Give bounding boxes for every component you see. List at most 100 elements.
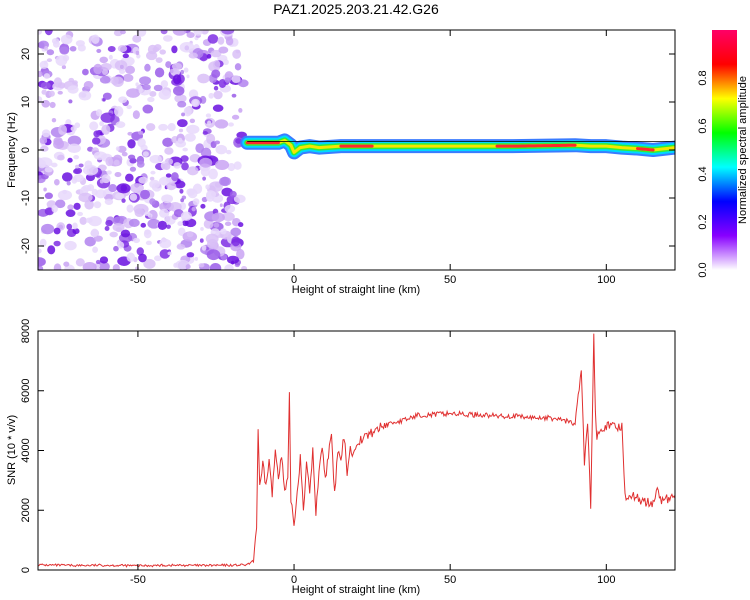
noise-blob <box>212 104 224 112</box>
noise-blob <box>61 65 67 70</box>
noise-blob <box>219 203 223 208</box>
noise-blob <box>132 110 140 120</box>
noise-blob <box>41 223 55 235</box>
noise-blob <box>165 61 172 69</box>
noise-blob <box>203 219 214 229</box>
noise-blob <box>184 133 196 142</box>
noise-blob <box>105 156 114 167</box>
noise-blob <box>104 226 110 231</box>
noise-blob <box>115 192 125 200</box>
noise-blob <box>54 178 60 186</box>
noise-blob <box>44 46 49 51</box>
noise-blob <box>53 136 63 146</box>
noise-blob <box>128 218 140 227</box>
noise-blob <box>158 89 172 100</box>
noise-blob <box>43 73 51 80</box>
noise-blob <box>171 172 179 182</box>
noise-blob <box>212 59 221 69</box>
noise-blob <box>102 92 112 100</box>
noise-blob <box>201 245 207 251</box>
noise-blob <box>149 176 155 181</box>
noise-blob <box>221 30 235 35</box>
noise-blob <box>136 160 145 168</box>
noise-blob <box>78 192 93 203</box>
noise-blob <box>100 112 115 123</box>
noise-blob <box>219 176 232 187</box>
noise-blob <box>176 119 188 128</box>
noise-blob <box>179 188 184 194</box>
noise-blob <box>39 60 49 69</box>
noise-blob <box>158 208 170 218</box>
noise-blob <box>228 122 234 127</box>
noise-blob <box>231 93 237 98</box>
noise-blob <box>126 204 134 213</box>
noise-blob <box>217 36 225 45</box>
noise-blob <box>55 199 66 209</box>
noise-blob <box>200 203 206 209</box>
noise-blob <box>202 131 208 135</box>
noise-blob <box>101 124 111 135</box>
noise-blob <box>180 155 189 163</box>
noise-blob <box>121 198 126 203</box>
noise-blob <box>114 60 128 71</box>
noise-blob <box>112 216 125 226</box>
noise-blob <box>73 174 84 183</box>
noise-blob <box>179 41 195 53</box>
noise-blob <box>140 222 146 228</box>
noise-blob <box>125 65 136 75</box>
noise-blob <box>53 263 62 270</box>
noise-blob <box>137 130 144 135</box>
snr-panel: -50 0 50 100 0 2000 4000 6000 8000 Height of st… <box>6 319 676 596</box>
noise-blob <box>64 240 77 251</box>
noise-blob <box>167 251 172 256</box>
noise-blob <box>57 90 63 95</box>
noise-blob <box>122 53 129 59</box>
noise-blob <box>224 77 231 83</box>
noise-blob <box>99 256 109 264</box>
noise-blob <box>126 252 136 263</box>
noise-blob <box>186 188 196 196</box>
noise-blob <box>226 149 232 155</box>
noise-blob <box>207 120 212 126</box>
snr-y-ticks: 0 2000 4000 6000 8000 <box>20 319 675 573</box>
noise-blob <box>39 238 47 247</box>
noise-blob <box>231 75 241 83</box>
noise-blob <box>198 263 205 268</box>
noise-blob <box>159 49 166 55</box>
noise-blob <box>186 231 194 238</box>
noise-blob <box>186 74 190 79</box>
noise-blob <box>142 104 154 114</box>
noise-blob <box>62 189 68 195</box>
noise-blob <box>149 179 160 189</box>
noise-blob <box>46 49 55 56</box>
noise-blob <box>47 245 56 255</box>
noise-blob <box>114 171 122 178</box>
noise-blob <box>96 48 102 54</box>
noise-blob <box>57 154 65 161</box>
noise-blob <box>200 226 204 231</box>
noise-blob <box>154 255 162 262</box>
spectrogram-y-tick-label: -20 <box>20 238 32 254</box>
noise-blob <box>143 258 156 269</box>
noise-blob <box>87 184 95 192</box>
noise-blob <box>38 265 44 270</box>
noise-blob <box>51 204 58 213</box>
noise-blob <box>227 162 236 172</box>
noise-blob <box>78 163 84 168</box>
snr-series-line <box>38 333 675 568</box>
noise-blob <box>82 262 97 270</box>
noise-blob <box>200 147 212 158</box>
noise-blob <box>93 151 107 161</box>
noise-blob <box>146 51 158 61</box>
spectrogram-x-axis-title: Height of straight line (km) <box>292 284 420 296</box>
noise-blob <box>214 119 229 129</box>
spectrogram-x-tick-label: -50 <box>130 274 146 286</box>
noise-blob <box>95 259 101 265</box>
noise-blob <box>185 264 191 270</box>
noise-blob <box>215 144 228 155</box>
chart-title: PAZ1.2025.203.21.42.G26 <box>273 1 439 17</box>
noise-blob <box>63 261 70 267</box>
noise-blob <box>180 198 185 203</box>
noise-blob <box>99 179 104 184</box>
noise-blob <box>158 123 169 131</box>
